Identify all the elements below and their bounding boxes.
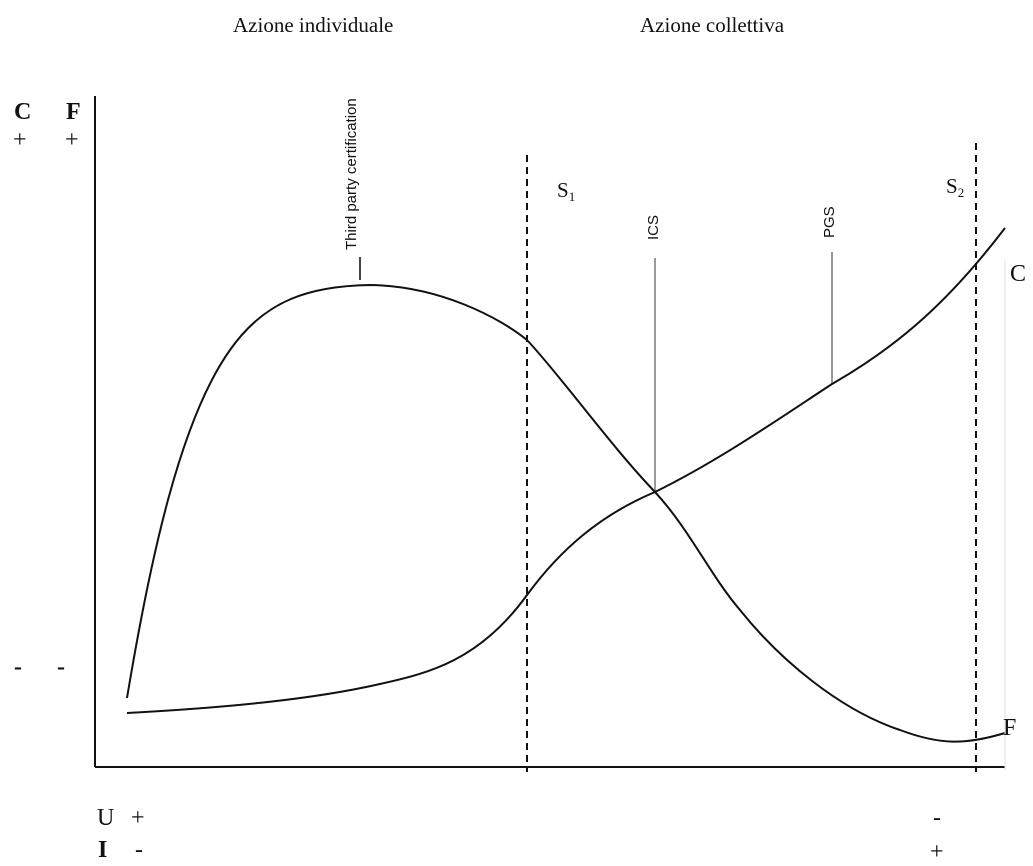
- y-axis-f-plus: +: [65, 127, 79, 153]
- curve-c-label: C: [1010, 261, 1027, 287]
- x-axis-i-right: +: [930, 839, 944, 865]
- pgs-label: PGS: [821, 206, 838, 238]
- third-party-certification-label: Third party certification: [343, 98, 360, 250]
- y-axis-f-minus: -: [57, 654, 65, 680]
- curve-f: [126, 283, 1006, 743]
- y-axis-c-minus: -: [14, 654, 22, 680]
- y-axis-c-plus: +: [13, 127, 27, 153]
- x-axis-i-left: -: [135, 837, 143, 863]
- header-collective-action: Azione collettiva: [640, 13, 785, 37]
- threshold-s1-label: S1: [557, 178, 576, 204]
- x-axis-u-letter: U: [97, 805, 115, 831]
- curve-f-label: F: [1003, 715, 1017, 741]
- x-axis-u-right: -: [933, 805, 941, 831]
- ics-label: ICS: [645, 214, 662, 240]
- header-individual-action: Azione individuale: [233, 13, 394, 37]
- curve-c: [126, 227, 1006, 714]
- y-axis-f-letter: F: [66, 99, 81, 125]
- x-axis-i-letter: I: [98, 837, 108, 863]
- threshold-s2-label: S2: [946, 174, 965, 200]
- x-axis-u-left: +: [131, 805, 145, 831]
- y-axis-c-letter: C: [14, 99, 32, 125]
